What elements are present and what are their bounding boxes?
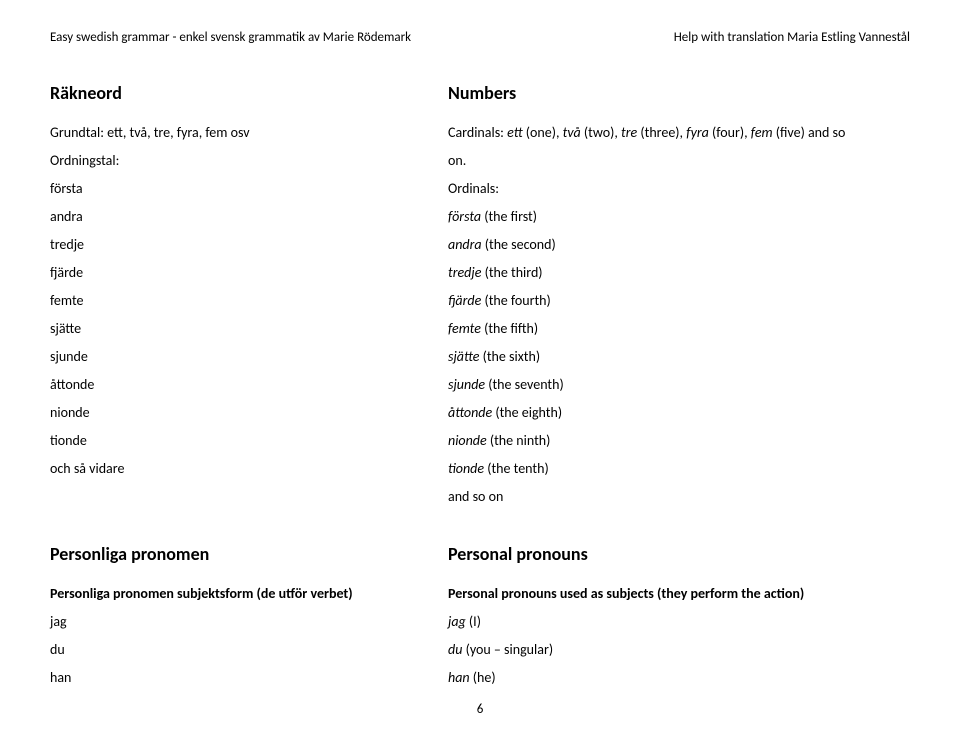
pronoun-sv: jag (50, 608, 428, 636)
pronoun-sv: han (50, 664, 428, 692)
ordinal-sv: sjunde (50, 343, 428, 371)
section-pronouns: Personliga pronomen Personliga pronomen … (50, 536, 910, 692)
ordinal-sv: åttonde (50, 371, 428, 399)
ordinal-sv: sjätte (50, 315, 428, 343)
page-number: 6 (50, 702, 910, 717)
ordinal-sv: nionde (50, 399, 428, 427)
ordinal-en: andra (the second) (448, 231, 910, 259)
heading-personal: Personal pronouns (448, 536, 910, 572)
heading-numbers: Numbers (448, 75, 910, 111)
numbers-english: Numbers Cardinals: ett (one), två (two),… (448, 75, 910, 511)
sub-en: Personal pronouns used as subjects (they… (448, 580, 910, 608)
heading-personliga: Personliga pronomen (50, 536, 428, 572)
cardinal-intro-sv: Grundtal: ett, två, tre, fyra, fem osv (50, 119, 428, 147)
ordinal-sv: tredje (50, 231, 428, 259)
and-so-on: and so on (448, 483, 910, 511)
pronouns-swedish: Personliga pronomen Personliga pronomen … (50, 536, 448, 692)
ordinal-en: tionde (the tenth) (448, 455, 910, 483)
ordinal-en: sjunde (the seventh) (448, 371, 910, 399)
header-right: Help with translation Maria Estling Vann… (674, 30, 910, 45)
ordinal-en: fjärde (the fourth) (448, 287, 910, 315)
ordinal-label-sv: Ordningstal: (50, 147, 428, 175)
sub-sv: Personliga pronomen subjektsform (de utf… (50, 580, 428, 608)
pronoun-en: han (he) (448, 664, 910, 692)
ordinal-sv: fjärde (50, 259, 428, 287)
ordinal-sv: femte (50, 287, 428, 315)
pronouns-english: Personal pronouns Personal pronouns used… (448, 536, 910, 692)
heading-rakneord: Räkneord (50, 75, 428, 111)
ordinal-sv: första (50, 175, 428, 203)
ordinal-sv: och så vidare (50, 455, 428, 483)
ordinal-en: första (the first) (448, 203, 910, 231)
ordinal-en: femte (the fifth) (448, 315, 910, 343)
ordinal-sv: tionde (50, 427, 428, 455)
ordinal-label-en: Ordinals: (448, 175, 910, 203)
ordinal-sv: andra (50, 203, 428, 231)
ordinal-en: nionde (the ninth) (448, 427, 910, 455)
cardinal-intro-en-line2: on. (448, 147, 910, 175)
header-left: Easy swedish grammar - enkel svensk gram… (50, 30, 411, 45)
pronoun-en: jag (I) (448, 608, 910, 636)
ordinal-en: åttonde (the eighth) (448, 399, 910, 427)
page-header: Easy swedish grammar - enkel svensk gram… (50, 30, 910, 45)
numbers-swedish: Räkneord Grundtal: ett, två, tre, fyra, … (50, 75, 448, 511)
ordinal-en: tredje (the third) (448, 259, 910, 287)
pronoun-en: du (you – singular) (448, 636, 910, 664)
section-numbers: Räkneord Grundtal: ett, två, tre, fyra, … (50, 75, 910, 511)
ordinal-en: sjätte (the sixth) (448, 343, 910, 371)
cardinal-intro-en: Cardinals: ett (one), två (two), tre (th… (448, 119, 910, 147)
pronoun-sv: du (50, 636, 428, 664)
